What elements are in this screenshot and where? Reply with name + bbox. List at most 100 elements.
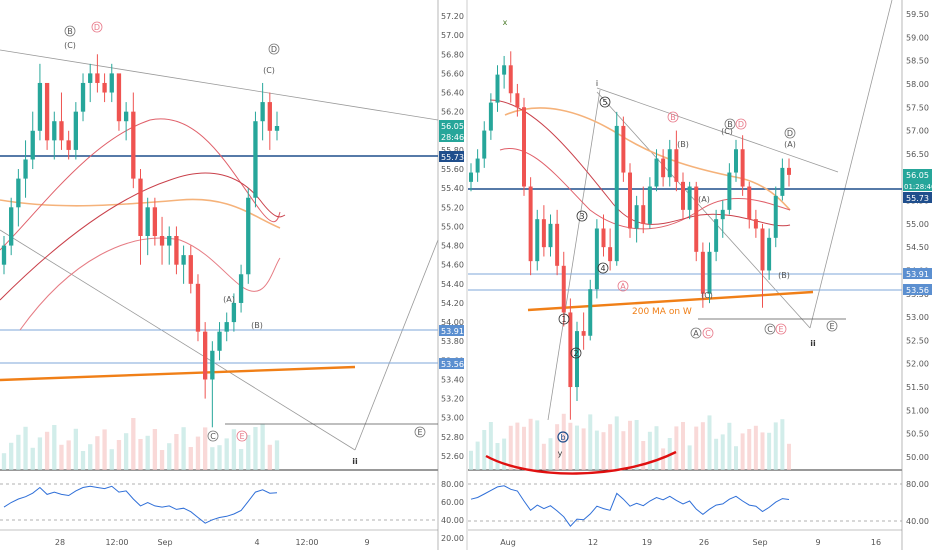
volume-bar [167, 443, 172, 470]
candle-body [535, 219, 540, 262]
candle-body [482, 130, 487, 159]
volume-bar [152, 429, 158, 470]
wave-circle [576, 210, 588, 222]
volume-bar [253, 427, 258, 470]
right-time-axis: Aug 12 19 26 Sep 9 16 [500, 538, 881, 547]
volume-bar [654, 426, 659, 470]
candle-body [528, 186, 533, 262]
wave-circle [826, 320, 838, 332]
candle-body [181, 255, 186, 265]
volume-bar [73, 428, 78, 470]
candle-body [138, 178, 143, 236]
volume-bar [687, 445, 692, 470]
volume-bar [727, 422, 732, 470]
candle-body [9, 207, 14, 246]
time-tick-label: 9 [815, 538, 820, 547]
left-price-axis: 57.2057.0056.8056.6056.4056.2056.0055.80… [441, 12, 464, 461]
price-tick-label: 53.80 [441, 337, 464, 346]
left-ma-red-fast [0, 118, 281, 251]
candle-body [116, 73, 122, 122]
volume-bar [159, 450, 165, 470]
price-tick-label: 59.50 [906, 10, 929, 19]
volume-bar [203, 427, 208, 470]
candle-body [475, 158, 480, 173]
candle-body [687, 186, 692, 210]
level-badge-text: 53.56 [906, 286, 929, 295]
volume-bar [601, 432, 606, 470]
candle-body [720, 209, 725, 220]
price-tick-label: 54.50 [906, 243, 929, 252]
volume-bar [502, 438, 507, 470]
volume-bar [621, 431, 626, 470]
candle-body [52, 121, 57, 141]
level-badge-text: 55.73 [906, 194, 929, 203]
wave-label: (A) [784, 140, 796, 149]
wave-circle [617, 280, 629, 292]
volume-bar [747, 429, 752, 470]
volume-bar [80, 451, 86, 470]
candle-body [700, 251, 705, 294]
candle-body [555, 223, 560, 266]
price-tick-label: 56.40 [441, 89, 464, 98]
candle-body [123, 111, 129, 122]
right-ma-red-fast [499, 148, 791, 230]
price-tick-label: 53.00 [906, 313, 929, 322]
price-tick-label: 55.60 [441, 165, 464, 174]
time-tick-label: 4 [254, 538, 259, 547]
candle-body [488, 102, 493, 131]
candle-body [773, 195, 778, 238]
wave-label: B [670, 113, 676, 122]
volume-bar [575, 425, 579, 470]
level-badge [903, 284, 932, 295]
candle-body [608, 247, 613, 262]
wave-label: (C) [721, 127, 733, 136]
level-badge-text: 53.56 [441, 360, 464, 369]
volume-bar [588, 414, 593, 470]
time-tick-label: 28 [55, 538, 65, 547]
wave-label: E [239, 432, 244, 441]
wave-label: (C) [701, 291, 713, 300]
candle-body [246, 197, 251, 275]
wave-label: 3 [579, 212, 584, 221]
volume-bar [694, 426, 699, 470]
level-badge-text: 53.91 [906, 270, 929, 279]
price-tick-label: 50.50 [906, 430, 929, 439]
candle-body [661, 158, 666, 178]
price-tick-label: 54.20 [441, 299, 464, 308]
candle-body [37, 82, 43, 131]
wave-label: 2 [573, 349, 578, 358]
candle-body [740, 149, 745, 187]
candle-body [59, 121, 64, 141]
candle-body [30, 130, 35, 160]
price-tick-label: 55.40 [441, 184, 464, 193]
right-chart[interactable]: 200 MA on W x i 5 b y 1 2 3 [468, 0, 932, 550]
wave-label: D [271, 45, 277, 54]
candle-body [734, 149, 738, 173]
candle-body [628, 172, 632, 229]
level-badge [903, 268, 932, 279]
time-tick-label: 12:00 [105, 538, 128, 547]
candle-body [44, 82, 50, 141]
wave-label: 4 [600, 264, 605, 273]
rsi-tick-label: 80.00 [906, 480, 929, 489]
left-chart[interactable]: B D (C) D (C) (A) (B) C E E ii 57.20 57.0… [0, 0, 464, 550]
volume-bar [59, 444, 64, 470]
wave-circle [599, 96, 611, 108]
wave-circle [775, 323, 787, 335]
wave-label: y [558, 449, 563, 458]
wave-circle [414, 426, 426, 438]
price-tick-label: 56.60 [441, 69, 464, 78]
left-descending-trendline [0, 49, 439, 121]
volume-bar [614, 416, 619, 470]
price-tick-label: 50.00 [906, 453, 929, 462]
time-tick-label: Sep [157, 538, 172, 547]
candle-body [588, 289, 593, 336]
volume-bar [195, 436, 201, 470]
volume-bar [700, 422, 705, 470]
candle-body [469, 172, 473, 182]
volume-bar [720, 434, 725, 470]
wave-circle [236, 430, 248, 442]
right-red-arc [485, 450, 677, 475]
volume-bar [16, 434, 21, 470]
